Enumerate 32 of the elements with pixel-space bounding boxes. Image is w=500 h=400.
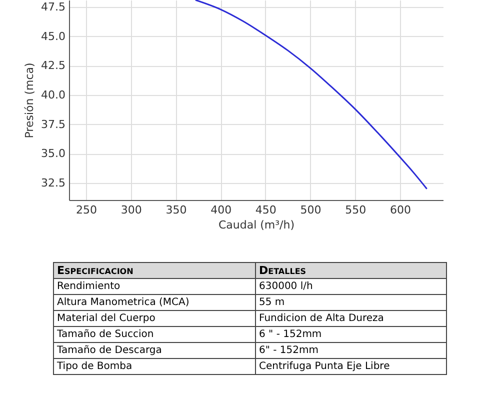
x-tick-label: 600 bbox=[390, 204, 411, 216]
x-axis-title: Caudal (m³/h) bbox=[218, 218, 295, 232]
text: Detalles bbox=[256, 262, 446, 278]
y-tick-label: 32.5 bbox=[41, 176, 66, 190]
y-tick-label: 40.0 bbox=[41, 88, 66, 102]
x-tick-label: 500 bbox=[300, 204, 322, 216]
x-tick-label: 550 bbox=[345, 204, 366, 216]
text: Tamaño de Descarga bbox=[54, 342, 256, 358]
text: 6 " - 152mm bbox=[256, 326, 446, 342]
x-tick-label: 400 bbox=[210, 204, 232, 216]
text: 6" - 152mm bbox=[256, 342, 446, 358]
y-tick-label: 42.5 bbox=[41, 59, 66, 72]
x-tick-label: 250 bbox=[76, 204, 98, 216]
y-tick-label: 37.5 bbox=[41, 118, 66, 131]
line-series bbox=[194, 0, 428, 190]
y-tick-label: 47.5 bbox=[41, 0, 66, 14]
x-tick-label: 450 bbox=[255, 204, 276, 216]
y-tick-label: 35.0 bbox=[41, 147, 66, 160]
x-tick-label: 350 bbox=[166, 204, 187, 216]
x-tick-label: 300 bbox=[120, 204, 142, 216]
text: 630000 l/h bbox=[256, 278, 446, 294]
y-axis-title: Presión (mca) bbox=[23, 62, 36, 138]
y-tick-label: 45.0 bbox=[41, 30, 66, 43]
text: Tamaño de Succion bbox=[54, 326, 256, 342]
text: Tipo de Bomba bbox=[54, 358, 256, 374]
text: Fundicion de Alta Dureza bbox=[256, 310, 446, 326]
text: Centrifuga Punta Eje Libre bbox=[256, 358, 446, 374]
text: Material del Cuerpo bbox=[54, 310, 256, 326]
text: Altura Manometrica (MCA) bbox=[54, 294, 256, 310]
text: Rendimiento bbox=[54, 278, 256, 294]
text: 55 m bbox=[256, 294, 446, 310]
text: Especificacion bbox=[54, 262, 256, 278]
